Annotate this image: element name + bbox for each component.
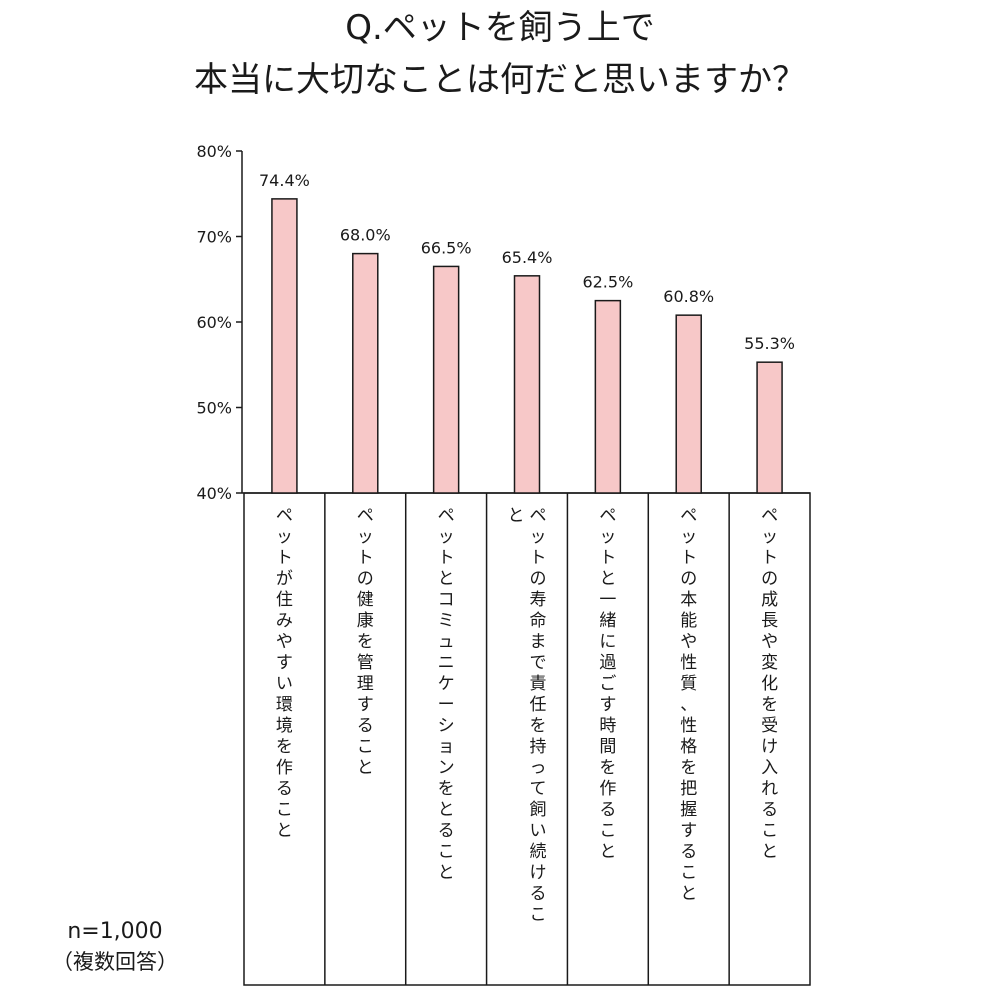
category-label: ペットとコミュニケーションをとること xyxy=(438,506,455,883)
chart-title-line1: Q.ペットを飼う上で xyxy=(345,8,655,48)
y-tick-label: 80% xyxy=(196,142,232,161)
sample-size-note: n=1,000 xyxy=(67,919,163,944)
category-label: ペットの本能や性質、性格を把握すること xyxy=(680,506,697,904)
category-label: ペットが住みやすい環境を作ること xyxy=(276,506,293,841)
bar xyxy=(352,252,379,494)
chart-title-line2: 本当に大切なことは何だと思いますか？ xyxy=(194,60,806,100)
category-label: と xyxy=(508,506,525,526)
bar-value-label: 74.4% xyxy=(259,171,310,190)
y-tick-label: 60% xyxy=(196,313,232,332)
y-tick-label: 50% xyxy=(196,399,232,418)
bar-value-label: 60.8% xyxy=(663,287,714,306)
bar-value-label: 62.5% xyxy=(582,273,633,292)
category-label: ペットと一緒に過ごす時間を作ること xyxy=(599,506,616,862)
bar xyxy=(675,314,702,494)
y-tick-label: 40% xyxy=(196,484,232,503)
bar-value-label: 68.0% xyxy=(340,226,391,245)
bar xyxy=(756,361,783,494)
category-label: ペットの寿命まで責任を持って飼い続けるこ xyxy=(530,506,547,925)
bar-value-label: 55.3% xyxy=(744,334,795,353)
bar xyxy=(271,198,298,494)
multiple-answer-note: （複数回答） xyxy=(52,950,178,974)
bar-value-label: 65.4% xyxy=(502,248,553,267)
y-tick-label: 70% xyxy=(196,228,232,247)
category-label: ペットの成長や変化を受け入れること xyxy=(761,506,778,862)
category-label-box xyxy=(243,492,811,986)
bar xyxy=(513,275,541,494)
bar-value-label: 66.5% xyxy=(421,238,472,257)
bar xyxy=(594,299,622,494)
bar xyxy=(432,265,460,494)
category-label: ペットの健康を管理すること xyxy=(357,506,374,778)
